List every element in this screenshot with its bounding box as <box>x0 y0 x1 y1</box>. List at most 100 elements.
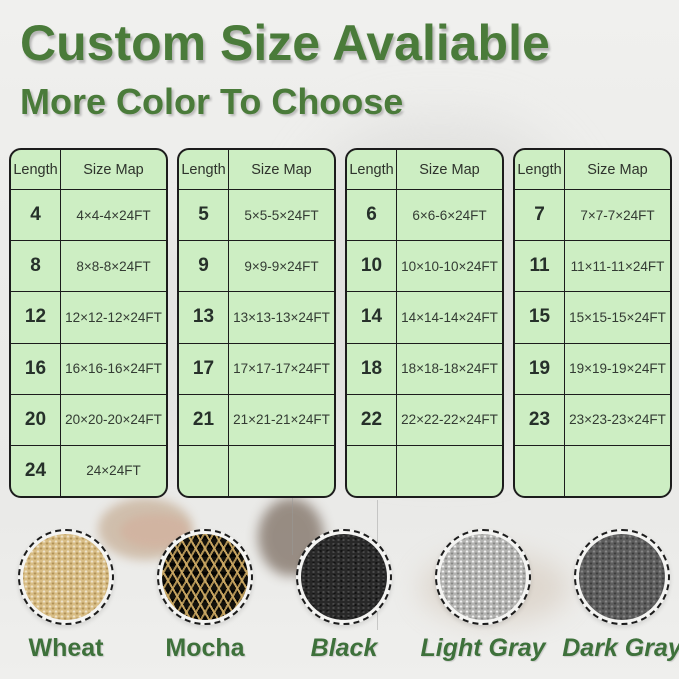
table-row-empty <box>179 445 334 496</box>
length-cell: 20 <box>11 394 61 445</box>
table-row: 20 20×20-20×24FT <box>11 394 166 446</box>
table-row: 5 5×5-5×24FT <box>179 190 334 242</box>
size-map-cell: 8×8-8×24FT <box>76 258 151 274</box>
table-row: 15 15×15-15×24FT <box>515 292 670 344</box>
size-map-cell: 13×13-13×24FT <box>233 309 330 325</box>
swatch-label-light-gray: Light Gray <box>420 634 546 662</box>
size-map-cell: 16×16-16×24FT <box>65 361 162 377</box>
swatch-wheat: Wheat <box>18 529 114 663</box>
table-row-empty <box>515 445 670 496</box>
page-subtitle: More Color To Choose <box>20 81 404 122</box>
length-cell: 19 <box>515 343 565 394</box>
length-cell: 7 <box>515 190 565 241</box>
size-map-cell: 12×12-12×24FT <box>65 309 162 325</box>
table-row: 18 18×18-18×24FT <box>347 343 502 395</box>
length-cell: 9 <box>179 241 229 292</box>
size-map-cell <box>397 446 502 496</box>
table-row: 14 14×14-14×24FT <box>347 292 502 344</box>
table-row: 4 4×4-4×24FT <box>11 190 166 242</box>
table-row: 22 22×22-22×24FT <box>347 394 502 446</box>
size-map-cell: 10×10-10×24FT <box>401 258 498 274</box>
size-table-2: Length Size Map 5 5×5-5×24FT 9 9×9-9×24F… <box>177 148 336 498</box>
size-map-cell: 9×9-9×24FT <box>244 258 319 274</box>
length-cell: 8 <box>11 241 61 292</box>
light-gray-fabric-icon <box>435 529 531 625</box>
table-row: 19 19×19-19×24FT <box>515 343 670 395</box>
color-swatches: Wheat Mocha Black Light Gray Dark Gray <box>0 529 679 663</box>
table-row: 6 6×6-6×24FT <box>347 190 502 242</box>
column-header-size-map: Size Map <box>83 161 144 178</box>
table-header-row: Length Size Map <box>347 150 502 190</box>
size-map-cell <box>229 446 334 496</box>
table-header-row: Length Size Map <box>515 150 670 190</box>
swatch-mocha: Mocha <box>157 529 253 663</box>
swatch-label-black: Black <box>310 634 378 662</box>
table-header-row: Length Size Map <box>179 150 334 190</box>
size-map-cell: 17×17-17×24FT <box>233 361 330 377</box>
size-map-cell: 14×14-14×24FT <box>401 309 498 325</box>
table-row: 10 10×10-10×24FT <box>347 241 502 293</box>
size-map-cell: 15×15-15×24FT <box>569 309 666 325</box>
black-fabric-icon <box>296 529 392 625</box>
length-cell: 22 <box>347 394 397 445</box>
size-tables: Length Size Map 4 4×4-4×24FT 8 8×8-8×24F… <box>9 148 672 498</box>
length-cell: 11 <box>515 241 565 292</box>
length-cell: 16 <box>11 343 61 394</box>
column-header-size-map: Size Map <box>587 161 648 178</box>
column-header-length: Length <box>179 150 229 189</box>
length-cell: 21 <box>179 394 229 445</box>
swatch-label-mocha: Mocha <box>165 634 245 662</box>
wheat-fabric-texture <box>23 534 109 620</box>
size-map-cell: 6×6-6×24FT <box>412 207 487 223</box>
column-header-length: Length <box>11 150 61 189</box>
table-row: 8 8×8-8×24FT <box>11 241 166 293</box>
size-map-cell: 11×11-11×24FT <box>570 258 665 274</box>
table-row-empty <box>347 445 502 496</box>
size-map-cell: 23×23-23×24FT <box>569 412 666 428</box>
size-map-cell: 4×4-4×24FT <box>76 207 151 223</box>
black-fabric-texture <box>301 534 387 620</box>
table-row: 24 24×24FT <box>11 445 166 496</box>
column-header-size-map: Size Map <box>419 161 480 178</box>
size-table-3: Length Size Map 6 6×6-6×24FT 10 10×10-10… <box>345 148 504 498</box>
length-cell: 13 <box>179 292 229 343</box>
swatch-label-wheat: Wheat <box>28 634 104 662</box>
length-cell: 24 <box>11 445 61 496</box>
dark-gray-fabric-icon <box>574 529 670 625</box>
table-row: 17 17×17-17×24FT <box>179 343 334 395</box>
swatch-dark-gray: Dark Gray <box>562 529 679 663</box>
column-header-size-map: Size Map <box>251 161 312 178</box>
swatch-black: Black <box>296 529 392 663</box>
size-map-cell: 20×20-20×24FT <box>65 412 162 428</box>
wheat-fabric-icon <box>18 529 114 625</box>
size-map-cell: 22×22-22×24FT <box>401 412 498 428</box>
length-cell: 6 <box>347 190 397 241</box>
length-cell: 4 <box>11 190 61 241</box>
length-cell <box>515 445 565 496</box>
mocha-fabric-texture <box>162 534 248 620</box>
size-table-4: Length Size Map 7 7×7-7×24FT 11 11×11-11… <box>513 148 672 498</box>
length-cell: 23 <box>515 394 565 445</box>
length-cell: 17 <box>179 343 229 394</box>
size-map-cell: 18×18-18×24FT <box>401 361 498 377</box>
mocha-fabric-icon <box>157 529 253 625</box>
table-row: 16 16×16-16×24FT <box>11 343 166 395</box>
swatch-light-gray: Light Gray <box>421 529 546 663</box>
table-row: 12 12×12-12×24FT <box>11 292 166 344</box>
size-map-cell <box>565 446 670 496</box>
table-row: 7 7×7-7×24FT <box>515 190 670 242</box>
table-header-row: Length Size Map <box>11 150 166 190</box>
length-cell: 14 <box>347 292 397 343</box>
dark-gray-fabric-texture <box>579 534 665 620</box>
length-cell: 10 <box>347 241 397 292</box>
length-cell <box>347 445 397 496</box>
size-table-1: Length Size Map 4 4×4-4×24FT 8 8×8-8×24F… <box>9 148 168 498</box>
size-map-cell: 5×5-5×24FT <box>244 207 319 223</box>
table-row: 13 13×13-13×24FT <box>179 292 334 344</box>
length-cell <box>179 445 229 496</box>
length-cell: 18 <box>347 343 397 394</box>
size-map-cell: 21×21-21×24FT <box>233 412 330 428</box>
length-cell: 12 <box>11 292 61 343</box>
length-cell: 15 <box>515 292 565 343</box>
swatch-label-dark-gray: Dark Gray <box>562 634 679 662</box>
